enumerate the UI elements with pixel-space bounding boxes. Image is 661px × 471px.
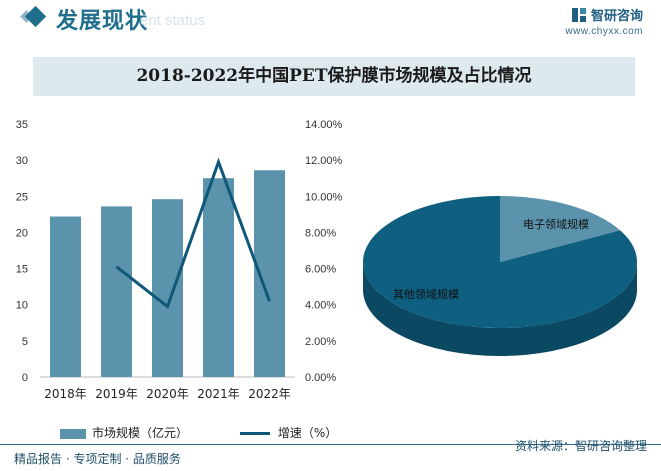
chart-title-bar: 2018-2022年中国PET保护膜市场规模及占比情况 <box>33 57 635 96</box>
legend-bar-swatch <box>60 428 86 439</box>
left-axis-tick-label: 0 <box>22 372 28 384</box>
brand-block: 智研咨询 www.chyxx.com <box>565 4 643 37</box>
footer-divider <box>0 444 661 445</box>
x-axis-category-label: 2020年 <box>146 387 189 401</box>
right-axis-tick-label: 2.00% <box>305 336 336 348</box>
brand-name: 智研咨询 <box>590 9 643 24</box>
bar-series <box>50 170 285 377</box>
pie-label-other: 其他领域规模 <box>393 287 459 301</box>
pie-label-electronics: 电子领域规模 <box>523 217 589 231</box>
brand-url: www.chyxx.com <box>565 26 643 37</box>
right-axis-tick-label: 4.00% <box>305 300 336 312</box>
brand-logo-icon <box>571 7 586 22</box>
right-axis-tick-label: 8.00% <box>305 227 336 239</box>
left-axis-tick-label: 25 <box>16 191 28 203</box>
legend-item-growth: 增速（%） <box>239 424 338 441</box>
left-axis-tick-label: 10 <box>16 300 28 312</box>
right-axis-tick-label: 10.00% <box>305 191 343 203</box>
left-axis-tick-label: 15 <box>16 264 28 276</box>
bar-market-size <box>203 178 234 377</box>
chart-title: 2018-2022年中国PET保护膜市场规模及占比情况 <box>136 66 532 86</box>
section-subtitle: ent status <box>140 12 206 29</box>
page-header: 发展现状 ent status 智研咨询 www.chyxx.com <box>0 0 661 40</box>
legend-label-market-size: 市场规模（亿元） <box>92 426 189 440</box>
legend-item-market-size: 市场规模（亿元） <box>60 424 188 441</box>
legend-label-growth: 增速（%） <box>277 426 338 440</box>
x-axis-category-label: 2018年 <box>44 387 87 401</box>
growth-rate-line <box>115 157 271 309</box>
right-axis-tick-label: 14.00% <box>305 119 343 131</box>
section-title: 发展现状 <box>56 9 149 34</box>
x-axis-category-label: 2022年 <box>248 387 291 401</box>
left-axis-tick-label: 30 <box>16 155 28 167</box>
x-axis-category-label: 2019年 <box>95 387 138 401</box>
right-axis-tick-label: 12.00% <box>305 155 343 167</box>
left-axis-labels: 0 5 10 15 20 25 30 35 <box>16 119 28 384</box>
source-note: 资料来源：智研咨询整理 <box>514 439 647 453</box>
chart-legend: 市场规模（亿元） 增速（%） <box>60 424 385 441</box>
pie-side-wall <box>363 262 637 356</box>
growth-line-series <box>115 157 271 309</box>
category-labels: 2018年 2019年 2020年 2021年 2022年 <box>44 387 291 401</box>
bar-market-size <box>101 206 132 377</box>
legend-line-swatch <box>239 432 270 435</box>
x-axis-category-label: 2021年 <box>197 387 240 401</box>
right-axis-tick-label: 6.00% <box>305 264 336 276</box>
bar-market-size <box>50 216 81 377</box>
left-axis-tick-label: 35 <box>16 119 28 131</box>
left-axis-tick-label: 5 <box>22 336 28 348</box>
bar-market-size <box>152 199 183 377</box>
left-axis-tick-label: 20 <box>16 227 28 239</box>
right-axis-tick-label: 0.00% <box>305 372 336 384</box>
footer-slogan: 精品报告 · 专项定制 · 品质服务 <box>14 452 181 466</box>
right-axis-labels: 0.00% 2.00% 4.00% 6.00% 8.00% 10.00% 12.00% 14.… <box>305 119 343 384</box>
pie-slice-electronics <box>500 196 621 262</box>
